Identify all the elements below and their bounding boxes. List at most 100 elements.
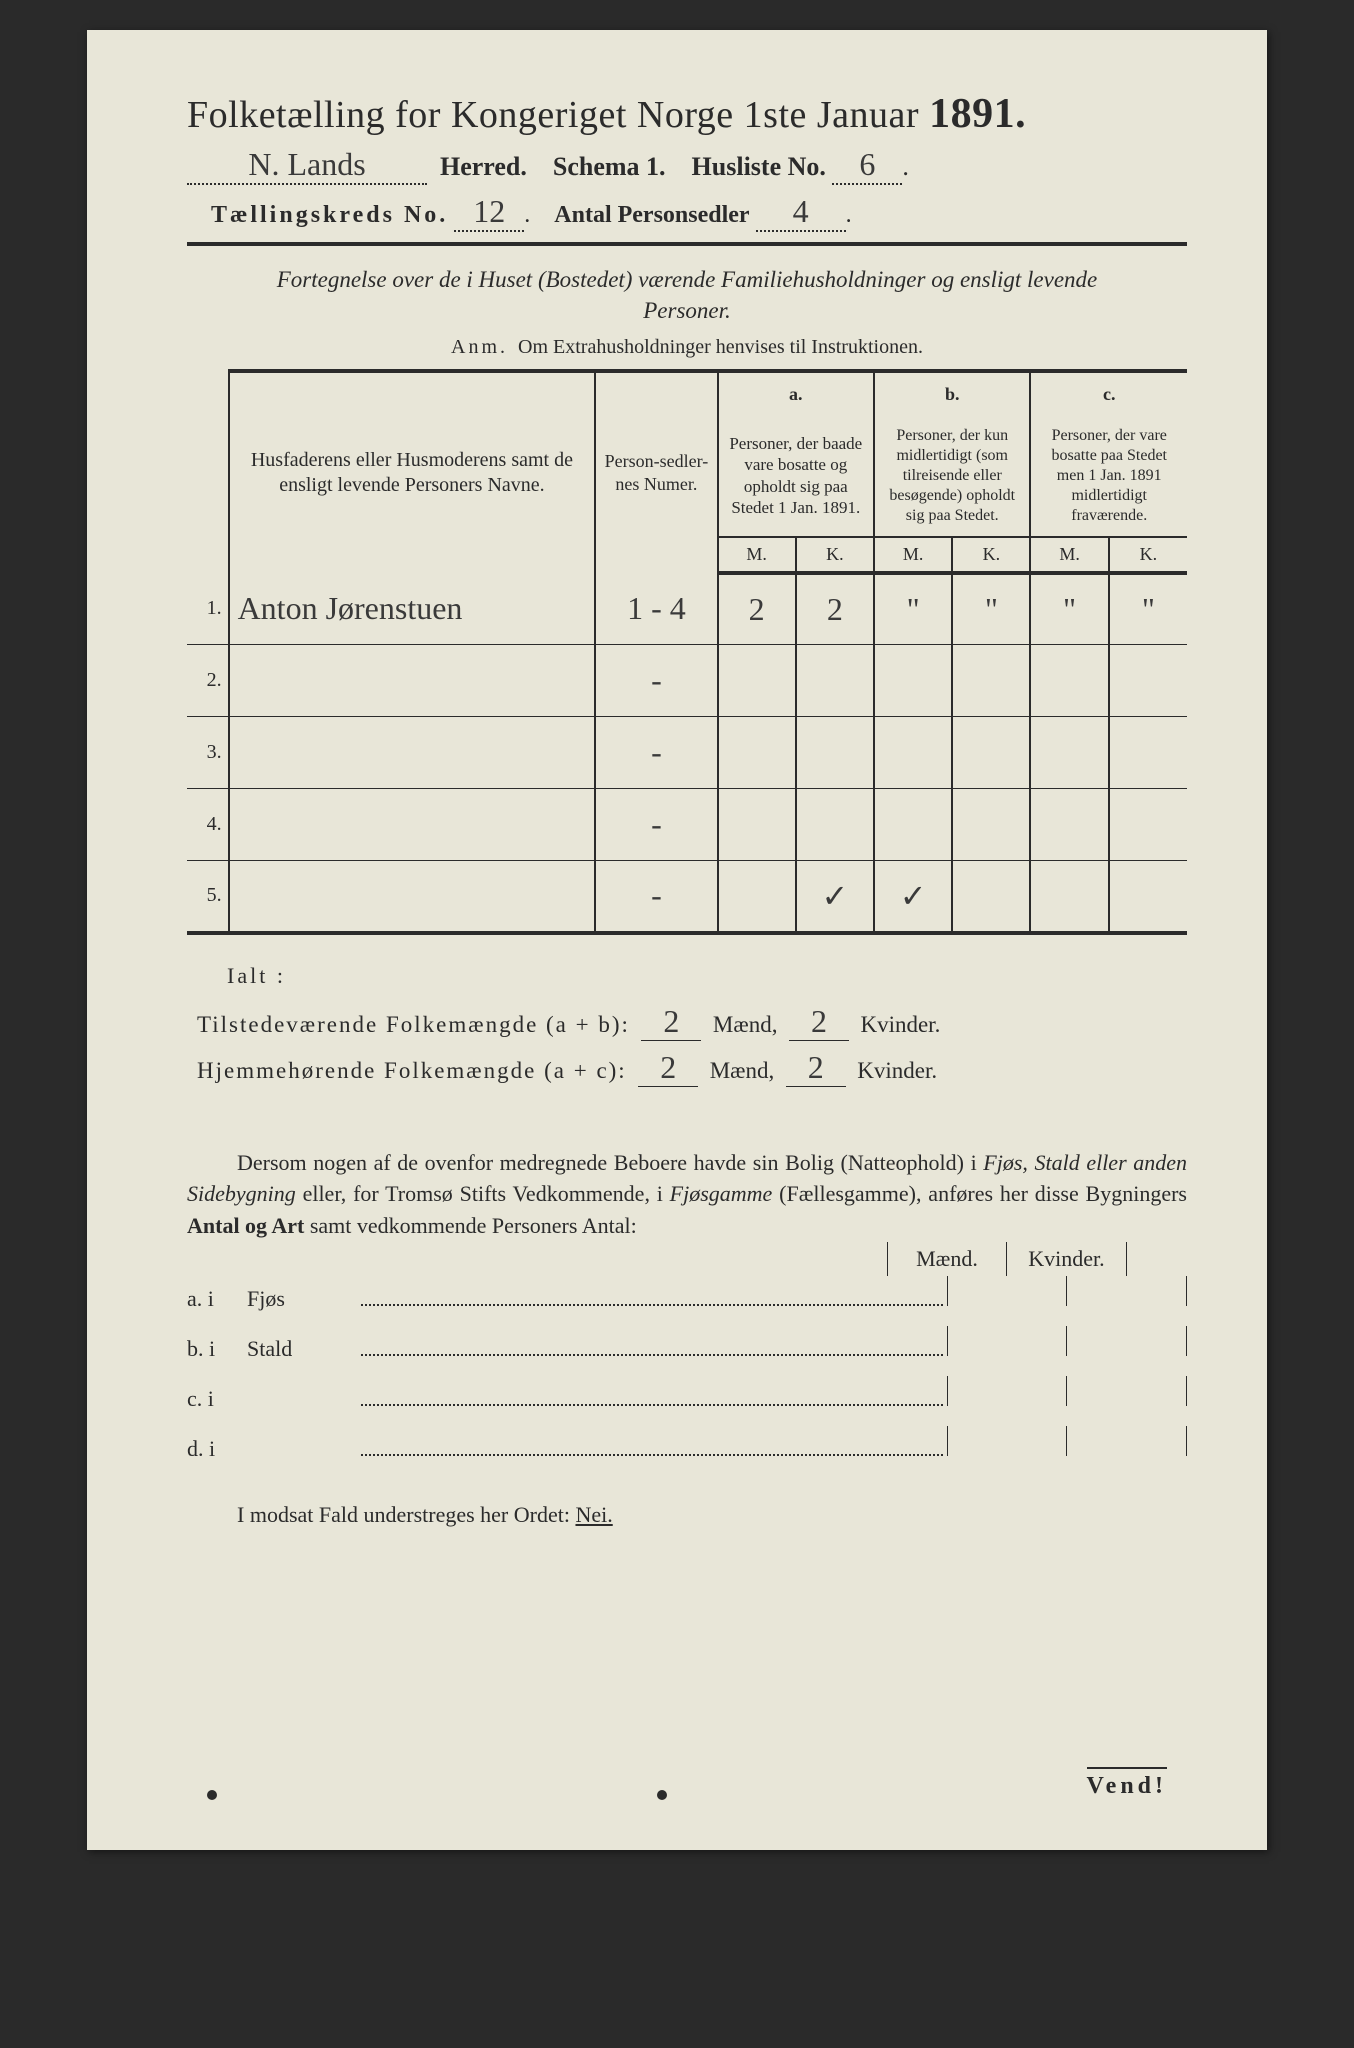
table-row: 3. - bbox=[187, 717, 1187, 789]
b-k-cell bbox=[952, 645, 1030, 717]
name-cell bbox=[229, 717, 596, 789]
num-cell: - bbox=[595, 717, 717, 789]
col-b-m: M. bbox=[874, 537, 952, 573]
table-row: 1.Anton Jørenstuen1 - 422"""" bbox=[187, 573, 1187, 645]
a-k-cell bbox=[796, 789, 874, 861]
header-line-1: N. Lands Herred. Schema 1. Husliste No. … bbox=[187, 146, 1187, 185]
row-number: 1. bbox=[187, 573, 229, 645]
b-k-cell bbox=[952, 717, 1030, 789]
num-cell: - bbox=[595, 645, 717, 717]
total1-k: 2 bbox=[789, 1003, 849, 1041]
total2-k: 2 bbox=[786, 1049, 846, 1087]
kreds-label: Tællingskreds No. bbox=[211, 202, 448, 228]
row-number: 3. bbox=[187, 717, 229, 789]
row-number: 2. bbox=[187, 645, 229, 717]
kreds-no: 12 bbox=[454, 193, 524, 232]
schema-label: Schema 1. bbox=[553, 152, 666, 181]
census-form-page: Folketælling for Kongeriget Norge 1ste J… bbox=[87, 30, 1267, 1850]
total-line-1: Tilstedeværende Folkemængde (a + b): 2 M… bbox=[197, 1003, 1187, 1041]
b-k-cell bbox=[952, 861, 1030, 933]
total-line-2: Hjemmehørende Folkemængde (a + c): 2 Mæn… bbox=[197, 1049, 1187, 1087]
abcd-row-b: b. i Stald bbox=[187, 1326, 1187, 1362]
a-k-cell bbox=[796, 645, 874, 717]
census-table: Husfaderens eller Husmoderens samt de en… bbox=[187, 369, 1187, 935]
table-row: 5.-✓✓ bbox=[187, 861, 1187, 933]
a-k-cell: ✓ bbox=[796, 861, 874, 933]
herred-handwritten: N. Lands bbox=[187, 146, 427, 185]
col-b-k: K. bbox=[952, 537, 1030, 573]
name-cell: Anton Jørenstuen bbox=[229, 573, 596, 645]
col-b-header: Personer, der kun midlertidigt (som tilr… bbox=[874, 416, 1030, 537]
col-num-header: Person-sedler-nes Numer. bbox=[595, 371, 717, 573]
c-k-cell bbox=[1109, 645, 1187, 717]
c-k-cell bbox=[1109, 861, 1187, 933]
a-k-cell bbox=[796, 717, 874, 789]
kvinder-header: Kvinder. bbox=[1007, 1242, 1127, 1276]
antal-no: 4 bbox=[756, 193, 846, 232]
anm-text: Om Extrahusholdninger henvises til Instr… bbox=[518, 336, 923, 358]
punch-hole-icon bbox=[207, 1790, 217, 1800]
c-m-cell bbox=[1030, 717, 1108, 789]
row-number: 4. bbox=[187, 789, 229, 861]
num-cell: 1 - 4 bbox=[595, 573, 717, 645]
a-m-cell bbox=[718, 789, 796, 861]
col-a-header: Personer, der baade vare bosatte og opho… bbox=[718, 416, 874, 537]
title-year: 1891. bbox=[929, 91, 1026, 137]
b-k-cell bbox=[952, 789, 1030, 861]
anm-line: Anm. Om Extrahusholdninger henvises til … bbox=[187, 336, 1187, 359]
abcd-list: a. i Fjøs b. i Stald c. i d. i bbox=[187, 1276, 1187, 1462]
abcd-row-a: a. i Fjøs bbox=[187, 1276, 1187, 1312]
c-m-cell bbox=[1030, 861, 1108, 933]
total1-m: 2 bbox=[641, 1003, 701, 1041]
col-name-header: Husfaderens eller Husmoderens samt de en… bbox=[229, 371, 596, 573]
c-k-cell: " bbox=[1109, 573, 1187, 645]
col-c-header: Personer, der vare bosatte paa Stedet me… bbox=[1030, 416, 1187, 537]
b-m-cell bbox=[874, 645, 952, 717]
b-m-cell bbox=[874, 717, 952, 789]
table-row: 4. - bbox=[187, 789, 1187, 861]
num-cell: - bbox=[595, 789, 717, 861]
maend-header: Mænd. bbox=[887, 1242, 1007, 1276]
nei-word: Nei. bbox=[575, 1502, 612, 1527]
bolig-paragraph: Dersom nogen af de ovenfor medregnede Be… bbox=[187, 1147, 1187, 1243]
husliste-no: 6 bbox=[832, 146, 902, 185]
col-a-k: K. bbox=[796, 537, 874, 573]
punch-hole-icon bbox=[657, 1790, 667, 1800]
a-m-cell bbox=[718, 861, 796, 933]
col-c-k: K. bbox=[1109, 537, 1187, 573]
col-a-letter: a. bbox=[718, 371, 874, 416]
a-m-cell bbox=[718, 645, 796, 717]
row-number: 5. bbox=[187, 861, 229, 933]
b-m-cell: ✓ bbox=[874, 861, 952, 933]
ialt-label: Ialt : bbox=[227, 963, 1187, 989]
a-m-cell bbox=[718, 717, 796, 789]
c-m-cell bbox=[1030, 645, 1108, 717]
husliste-label: Husliste No. bbox=[692, 152, 826, 181]
antal-label: Antal Personsedler bbox=[554, 202, 749, 228]
c-k-cell bbox=[1109, 717, 1187, 789]
c-k-cell bbox=[1109, 789, 1187, 861]
subtitle: Fortegnelse over de i Huset (Bostedet) v… bbox=[247, 264, 1127, 326]
col-b-letter: b. bbox=[874, 371, 1030, 416]
c-m-cell bbox=[1030, 789, 1108, 861]
b-m-cell: " bbox=[874, 573, 952, 645]
name-cell bbox=[229, 861, 596, 933]
title-main: Folketælling for Kongeriget Norge 1ste J… bbox=[187, 94, 919, 136]
header-line-2: Tællingskreds No. 12. Antal Personsedler… bbox=[187, 193, 1187, 232]
page-title: Folketælling for Kongeriget Norge 1ste J… bbox=[187, 90, 1187, 138]
mk-header: Mænd.Kvinder. bbox=[887, 1242, 1127, 1276]
col-c-letter: c. bbox=[1030, 371, 1187, 416]
table-row: 2. - bbox=[187, 645, 1187, 717]
divider bbox=[187, 242, 1187, 246]
col-a-m: M. bbox=[718, 537, 796, 573]
abcd-row-d: d. i bbox=[187, 1426, 1187, 1462]
total2-m: 2 bbox=[638, 1049, 698, 1087]
b-k-cell: " bbox=[952, 573, 1030, 645]
b-m-cell bbox=[874, 789, 952, 861]
a-m-cell: 2 bbox=[718, 573, 796, 645]
name-cell bbox=[229, 789, 596, 861]
vend-label: Vend! bbox=[1087, 1767, 1167, 1800]
herred-label: Herred. bbox=[440, 152, 527, 181]
abcd-row-c: c. i bbox=[187, 1376, 1187, 1412]
col-c-m: M. bbox=[1030, 537, 1108, 573]
